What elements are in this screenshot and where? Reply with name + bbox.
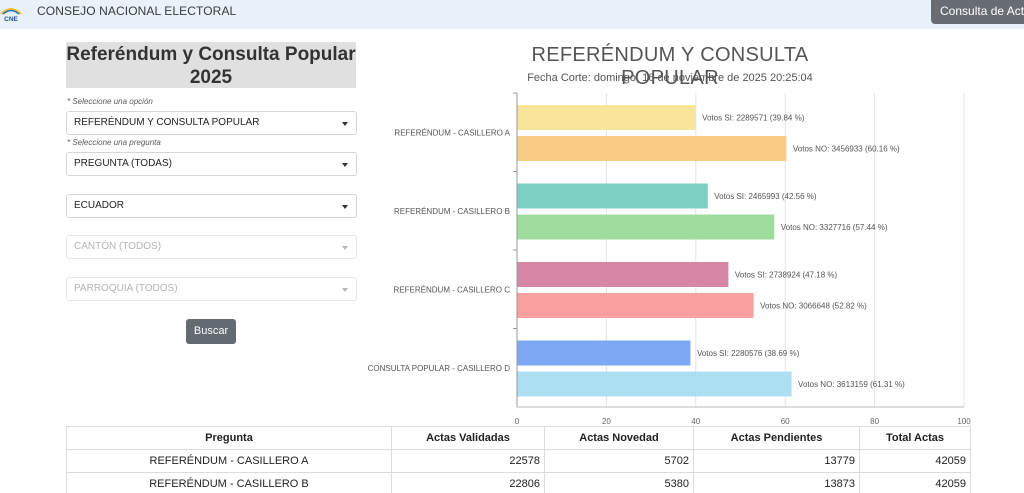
y-category-label: CONSULTA POPULAR - CASILLERO D: [368, 364, 511, 373]
province-select-value: ECUADOR: [74, 200, 125, 211]
canton-select[interactable]: CANTÓN (TODOS): [66, 235, 357, 259]
bar-data-label: Votos SI: 2465993 (42.56 %): [714, 192, 817, 201]
search-button[interactable]: Buscar: [186, 319, 236, 344]
cell-actas-validadas: 22806: [391, 472, 545, 493]
chevron-down-icon: [342, 205, 348, 209]
bar-data-label: Votos SI: 2289571 (39.84 %): [702, 114, 805, 123]
bar-data-label: Votos NO: 3327716 (57.44 %): [781, 223, 888, 232]
col-header-actas-validadas: Actas Validadas: [391, 426, 545, 450]
page-title: Referéndum y Consulta Popular 2025: [66, 42, 356, 88]
bar-data-label: Votos SI: 2280576 (38.69 %): [697, 349, 800, 358]
bar: [517, 214, 775, 240]
parish-select-value: PARROQUIA (TODOS): [74, 283, 178, 294]
col-header-total-actas: Total Actas: [859, 426, 971, 450]
cell-actas-novedad: 5380: [544, 472, 694, 493]
bar-data-label: Votos SI: 2738924 (47.18 %): [735, 271, 838, 280]
col-header-actas-novedad: Actas Novedad: [544, 426, 694, 450]
question-select[interactable]: PREGUNTA (TODAS): [66, 152, 357, 176]
bar-data-label: Votos NO: 3066648 (52.82 %): [760, 302, 867, 311]
cell-actas-pendientes: 13873: [693, 472, 860, 493]
table-row: REFERÉNDUM - CASILLERO B 22806 5380 1387…: [66, 472, 971, 493]
x-tick-label: 80: [870, 417, 879, 426]
col-header-pregunta: Pregunta: [66, 426, 392, 450]
bar: [517, 293, 754, 318]
consulta-acta-button[interactable]: Consulta de Acta: [931, 0, 1024, 24]
bar: [517, 371, 792, 397]
chart-title: REFERÉNDUM Y CONSULTA POPULAR: [531, 44, 809, 89]
x-tick-label: 60: [781, 417, 790, 426]
y-category-label: REFERÉNDUM - CASILLERO B: [394, 207, 510, 216]
cell-total-actas: 42059: [859, 449, 971, 473]
x-tick-label: 0: [515, 417, 520, 426]
bar-data-label: Votos NO: 3456933 (60.16 %): [793, 145, 900, 154]
province-select[interactable]: ECUADOR: [66, 194, 357, 218]
chevron-down-icon: [342, 122, 348, 126]
y-category-label: REFERÉNDUM - CASILLERO C: [394, 285, 511, 294]
x-tick-label: 20: [602, 417, 611, 426]
chevron-down-icon: [342, 163, 348, 167]
cell-actas-novedad: 5702: [544, 449, 694, 473]
brand-title[interactable]: CONSEJO NACIONAL ELECTORAL: [37, 4, 237, 18]
cell-actas-pendientes: 13779: [693, 449, 860, 473]
bar: [517, 340, 691, 366]
x-tick-label: 40: [691, 417, 700, 426]
chart-subtitle: Fecha Corte: domingo, 16 de noviembre de…: [527, 72, 813, 84]
col-header-actas-pendientes: Actas Pendientes: [693, 426, 860, 450]
cell-pregunta: REFERÉNDUM - CASILLERO A: [66, 449, 392, 473]
y-category-label: REFERÉNDUM - CASILLERO A: [394, 128, 510, 137]
bar-data-label: Votos NO: 3613159 (61.31 %): [798, 380, 905, 389]
top-navbar: CNE CONSEJO NACIONAL ELECTORAL Consulta …: [0, 0, 1024, 29]
parish-select[interactable]: PARROQUIA (TODOS): [66, 277, 357, 301]
x-tick-label: 100: [957, 417, 971, 426]
table-row: REFERÉNDUM - CASILLERO A 22578 5702 1377…: [66, 449, 971, 473]
cne-logo-icon[interactable]: CNE: [0, 5, 22, 23]
cell-actas-validadas: 22578: [391, 449, 545, 473]
option-select[interactable]: REFERÉNDUM Y CONSULTA POPULAR: [66, 111, 357, 135]
option-hint: * Seleccione una opción: [67, 97, 153, 106]
canton-select-value: CANTÓN (TODOS): [74, 241, 162, 252]
bar: [517, 183, 708, 209]
bar: [517, 105, 696, 130]
question-select-value: PREGUNTA (TODAS): [74, 158, 172, 169]
results-table: Pregunta Actas Validadas Actas Novedad A…: [66, 426, 971, 493]
chevron-down-icon: [342, 288, 348, 292]
question-hint: * Seleccione una pregunta: [67, 138, 161, 147]
logo-text: CNE: [4, 16, 18, 23]
cell-pregunta: REFERÉNDUM - CASILLERO B: [66, 472, 392, 493]
bar-chart: 0 20 40 60 80 100 REFERÉNDUM - CASILLERO A REFE…: [368, 92, 971, 426]
bar: [517, 262, 729, 287]
chevron-down-icon: [342, 246, 348, 250]
table-header-row: Pregunta Actas Validadas Actas Novedad A…: [66, 426, 971, 450]
cell-total-actas: 42059: [859, 472, 971, 493]
option-select-value: REFERÉNDUM Y CONSULTA POPULAR: [74, 117, 260, 128]
bar: [517, 136, 787, 161]
